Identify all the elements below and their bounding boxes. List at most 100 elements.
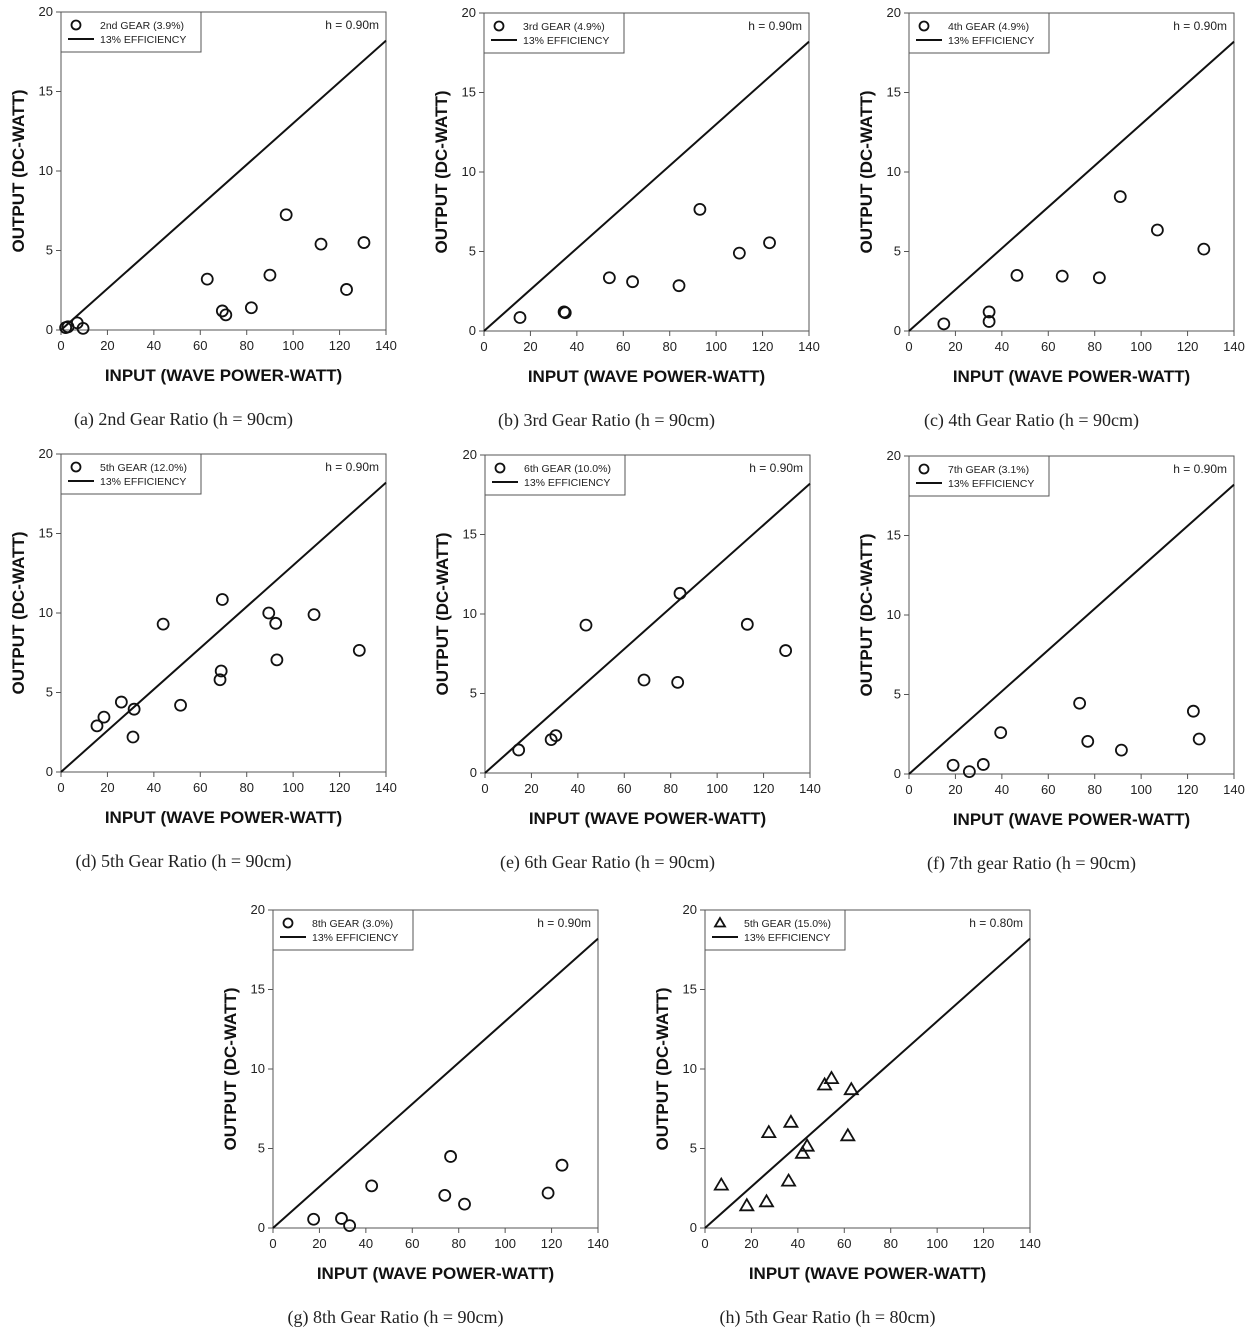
x-axis-title: INPUT (WAVE POWER-WATT) (749, 1264, 986, 1283)
x-tick-label: 80 (239, 780, 253, 795)
y-tick-label: 5 (258, 1141, 265, 1156)
x-tick-label: 20 (100, 338, 114, 353)
legend-circle-icon (494, 462, 506, 474)
data-point-circle (1115, 743, 1128, 757)
y-tick-label: 15 (887, 85, 901, 100)
y-tick-label: 5 (690, 1141, 697, 1156)
data-point-circle (512, 743, 526, 757)
x-tick-label: 140 (375, 780, 397, 795)
chart-panel-h: 0 20 40 60 80 100 120 140 0 5 10 15 20 INPUT (WAVE PO… (653, 902, 1041, 1328)
y-axis-title: OUTPUT (DC-WATT) (653, 987, 672, 1150)
y-tick-label: 5 (894, 687, 901, 702)
legend-series-label: 6th GEAR (10.0%) (524, 463, 611, 475)
data-point-circle (263, 268, 277, 282)
x-tick-label: 100 (1130, 339, 1152, 354)
x-tick-label: 80 (883, 1236, 897, 1251)
data-point-circle (1081, 735, 1095, 748)
plot-frame (908, 455, 1235, 775)
data-point-triangle (839, 1127, 856, 1142)
data-point-circle (1192, 732, 1206, 746)
x-tick-label: 20 (312, 1236, 326, 1251)
y-tick-label: 0 (894, 766, 901, 781)
height-annotation: h = 0.90m (1173, 19, 1227, 33)
data-point-circle (626, 275, 639, 289)
x-tick-label: 60 (405, 1236, 419, 1251)
legend-box (908, 12, 1050, 54)
y-axis-title: OUTPUT (DC-WATT) (857, 90, 876, 253)
legend-efficiency-label: 13% EFFICIENCY (744, 932, 830, 944)
data-point-triangle (780, 1172, 797, 1187)
x-axis-title: INPUT (WAVE POWER-WATT) (953, 810, 1190, 829)
legend-box (908, 455, 1050, 497)
x-axis-title: INPUT (WAVE POWER-WATT) (317, 1264, 554, 1283)
data-point-circle (219, 308, 233, 322)
data-point-circle (97, 710, 111, 724)
legend-circle-icon (70, 461, 82, 473)
efficiency-line (704, 937, 1031, 1229)
x-axis-title: INPUT (WAVE POWER-WATT) (528, 367, 765, 386)
data-point-circle (962, 765, 976, 779)
y-tick-label: 20 (887, 448, 901, 463)
data-point-circle (673, 586, 687, 600)
x-tick-label: 60 (1041, 339, 1055, 354)
legend: 6th GEAR (10.0%) 13% EFFICIENCY (484, 454, 626, 496)
x-tick-label: 20 (948, 339, 962, 354)
data-point-circle (365, 1179, 379, 1193)
x-tick-label: 60 (617, 781, 631, 796)
y-tick-label: 0 (894, 323, 901, 338)
x-axis-title: INPUT (WAVE POWER-WATT) (105, 366, 342, 385)
data-point-circle (244, 301, 258, 315)
y-tick-label: 20 (462, 5, 476, 20)
x-tick-label: 60 (837, 1236, 851, 1251)
data-point-circle (126, 730, 140, 744)
y-tick-label: 10 (887, 164, 901, 179)
efficiency-line (908, 40, 1235, 332)
legend-box (483, 12, 625, 54)
x-tick-label: 100 (282, 338, 304, 353)
data-point-circle (156, 617, 170, 631)
y-tick-label: 10 (683, 1061, 697, 1076)
data-point-circle (174, 698, 187, 712)
height-annotation: h = 0.90m (537, 916, 591, 930)
y-tick-label: 15 (887, 528, 901, 543)
legend-efficiency-label: 13% EFFICIENCY (948, 35, 1034, 47)
legend-box (272, 909, 414, 951)
x-tick-label: 120 (329, 338, 351, 353)
x-tick-label: 20 (744, 1236, 758, 1251)
panel-caption: (d) 5th Gear Ratio (h = 90cm) (75, 851, 291, 872)
chart-panel-b: 0 20 40 60 80 100 120 140 0 5 10 15 20 INPUT (WAVE PO… (432, 5, 820, 431)
data-point-circle (270, 653, 284, 667)
data-point-triangle (799, 1137, 816, 1152)
y-tick-label: 10 (39, 163, 53, 178)
efficiency-line (908, 483, 1235, 775)
legend: 3rd GEAR (4.9%) 13% EFFICIENCY (483, 12, 625, 54)
data-point-circle (671, 675, 685, 689)
panel-caption: (c) 4th Gear Ratio (h = 90cm) (924, 410, 1139, 431)
panel-caption: (h) 5th Gear Ratio (h = 80cm) (719, 1307, 935, 1328)
height-annotation: h = 0.90m (1173, 462, 1227, 476)
x-tick-label: 120 (1177, 339, 1199, 354)
data-point-circle (976, 758, 990, 771)
y-axis-title: OUTPUT (DC-WATT) (857, 533, 876, 696)
chart-panel-f: 0 20 40 60 80 100 120 140 0 5 10 15 20 INPUT (WAVE PO… (857, 448, 1245, 874)
x-tick-label: 20 (100, 780, 114, 795)
x-tick-label: 120 (329, 780, 351, 795)
plot-frame (484, 454, 811, 774)
x-tick-label: 140 (1223, 339, 1245, 354)
panel-caption: (e) 6th Gear Ratio (h = 90cm) (500, 852, 715, 873)
y-tick-label: 15 (683, 982, 697, 997)
data-point-circle (127, 702, 141, 716)
height-annotation: h = 0.90m (749, 461, 803, 475)
y-tick-label: 10 (887, 607, 901, 622)
x-tick-label: 140 (587, 1236, 609, 1251)
data-point-triangle (794, 1145, 811, 1159)
panel-caption: (b) 3rd Gear Ratio (h = 90cm) (498, 410, 715, 431)
height-annotation: h = 0.90m (325, 460, 379, 474)
legend: 4th GEAR (4.9%) 13% EFFICIENCY (908, 12, 1050, 54)
y-tick-label: 5 (469, 244, 476, 259)
x-tick-label: 100 (494, 1236, 516, 1251)
legend-circle-icon (918, 463, 930, 475)
x-tick-label: 120 (753, 781, 775, 796)
data-point-circle (693, 202, 707, 216)
x-tick-label: 0 (57, 338, 64, 353)
